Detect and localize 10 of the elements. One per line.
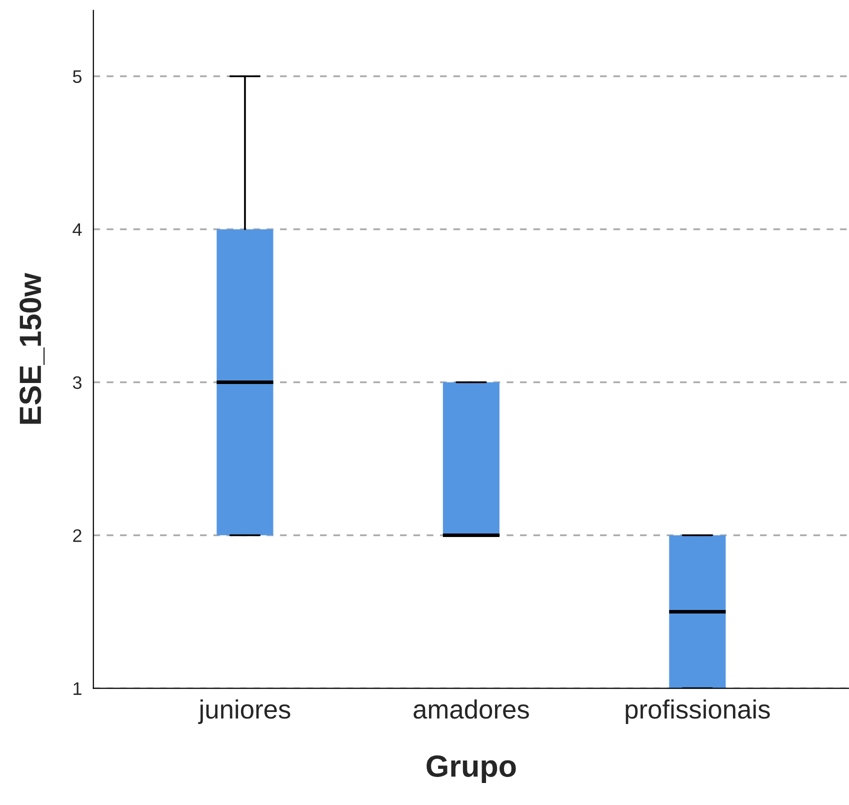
- y-tick-label: 4: [72, 223, 82, 236]
- y-tick-label: 3: [72, 376, 82, 389]
- x-tick-label: juniores: [198, 699, 290, 724]
- y-axis-title: ESE_150w: [20, 272, 45, 424]
- x-axis-title: Grupo: [426, 755, 516, 784]
- y-tick-label: 1: [74, 682, 82, 695]
- x-tick-label: amadores: [414, 699, 529, 719]
- x-tick-label: profissionais: [626, 699, 770, 724]
- y-tick-label: 5: [72, 70, 82, 83]
- y-tick-label: 2: [73, 529, 82, 542]
